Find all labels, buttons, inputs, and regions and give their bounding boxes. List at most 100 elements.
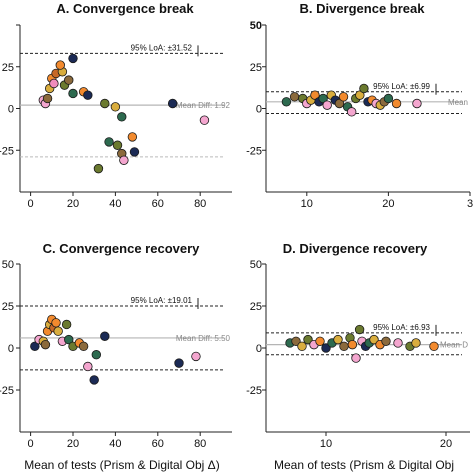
data-point bbox=[339, 341, 349, 352]
data-point bbox=[112, 140, 123, 150]
x-tick-label: 0 bbox=[28, 438, 34, 450]
y-tick-label: 25 bbox=[2, 301, 14, 313]
x-tick-label: 20 bbox=[67, 438, 79, 450]
panel-title: D. Divergence recovery bbox=[283, 241, 428, 256]
x-tick-label: 10 bbox=[301, 198, 313, 210]
data-point bbox=[100, 98, 110, 109]
x-tick-label: 20 bbox=[382, 198, 394, 210]
mean-diff-label: Mean bbox=[448, 98, 468, 107]
data-point bbox=[64, 75, 74, 85]
x-axis-label: Mean of tests (Prism & Digital Obj Δ) bbox=[24, 458, 219, 472]
y-tick-label: -25 bbox=[0, 385, 14, 397]
panel-title: B. Divergence break bbox=[299, 1, 425, 16]
x-tick-label: 10 bbox=[320, 438, 332, 450]
y-tick-label: 0 bbox=[8, 343, 14, 355]
data-point bbox=[359, 83, 369, 94]
data-point bbox=[100, 331, 110, 341]
panel-convergence-break: A. Convergence break 0 20 40 60 80 -25 0 25 95% … bbox=[0, 1, 232, 210]
data-point bbox=[321, 343, 331, 353]
data-point bbox=[104, 137, 114, 147]
data-point bbox=[381, 336, 391, 346]
x-tick-label: 20 bbox=[440, 438, 452, 450]
data-point bbox=[289, 92, 300, 102]
data-point bbox=[391, 98, 402, 109]
data-point bbox=[49, 78, 59, 89]
data-point bbox=[83, 361, 93, 372]
data-point bbox=[281, 97, 292, 107]
data-point bbox=[322, 100, 332, 110]
y-tick-label: 0 bbox=[256, 104, 262, 116]
y-tick-label: 25 bbox=[250, 62, 262, 74]
data-point bbox=[393, 338, 403, 348]
mean-diff-label: Mean D bbox=[440, 341, 468, 350]
data-point bbox=[89, 375, 99, 385]
y-tick-label: 50 bbox=[250, 259, 262, 271]
x-tick-label: 3 bbox=[467, 198, 473, 210]
data-point bbox=[68, 88, 78, 99]
panel-divergence-break: B. Divergence break 10 20 3 -25 0 25 50 95% LoA… bbox=[246, 1, 473, 210]
y-tick-label: 25 bbox=[250, 301, 262, 313]
data-point bbox=[30, 341, 40, 352]
data-point bbox=[167, 98, 178, 109]
data-point bbox=[334, 98, 345, 109]
x-tick-label: 40 bbox=[109, 198, 121, 210]
panel-title: C. Convergence recovery bbox=[43, 241, 201, 256]
data-point bbox=[291, 336, 301, 346]
data-point bbox=[55, 60, 65, 70]
data-point bbox=[51, 318, 61, 328]
data-point bbox=[83, 90, 93, 100]
x-tick-label: 60 bbox=[152, 198, 164, 210]
x-tick-label: 0 bbox=[28, 198, 34, 210]
data-point bbox=[40, 339, 51, 350]
y-tick-label: -25 bbox=[246, 145, 262, 157]
loa-label: 95% LoA: ±31.52 bbox=[131, 43, 193, 52]
data-point bbox=[318, 93, 328, 104]
data-point bbox=[346, 107, 357, 117]
data-point bbox=[315, 336, 325, 346]
panel-convergence-recovery: C. Convergence recovery 0 20 40 60 80 -25 0 25 5… bbox=[0, 241, 232, 472]
x-tick-label: 80 bbox=[194, 438, 206, 450]
y-tick-label: 50 bbox=[250, 20, 262, 32]
data-point bbox=[110, 102, 121, 112]
data-point bbox=[411, 338, 421, 348]
y-tick-label: 0 bbox=[8, 104, 14, 116]
data-point bbox=[119, 155, 129, 165]
data-point bbox=[91, 350, 102, 360]
data-point bbox=[174, 358, 184, 368]
y-tick-label: 0 bbox=[256, 343, 262, 355]
data-point bbox=[310, 90, 320, 100]
data-point bbox=[383, 93, 394, 104]
data-point bbox=[64, 334, 74, 345]
x-tick-label: 60 bbox=[152, 438, 164, 450]
data-point bbox=[355, 90, 365, 100]
data-point bbox=[129, 147, 140, 157]
data-point bbox=[117, 112, 127, 122]
data-point bbox=[53, 326, 63, 336]
data-point bbox=[199, 115, 210, 125]
loa-label: 95% LoA: ±19.01 bbox=[131, 296, 193, 305]
data-point bbox=[127, 132, 138, 142]
mean-diff-label: Mean Diff: 5.50 bbox=[176, 334, 231, 343]
loa-label: 95% LoA: ±6.93 bbox=[373, 323, 430, 332]
data-point bbox=[297, 341, 307, 352]
data-point bbox=[369, 334, 379, 345]
panel-title: A. Convergence break bbox=[56, 1, 194, 16]
y-tick-label: 50 bbox=[2, 259, 14, 271]
y-tick-label: 25 bbox=[2, 62, 14, 74]
x-tick-label: 40 bbox=[109, 438, 121, 450]
data-point bbox=[347, 339, 358, 350]
y-tick-label: -25 bbox=[0, 145, 14, 157]
data-point bbox=[429, 341, 439, 352]
x-tick-label: 80 bbox=[194, 198, 206, 210]
mean-diff-label: Mean Diff: 1.92 bbox=[176, 101, 231, 110]
data-point bbox=[354, 324, 365, 335]
loa-label: 95% LoA: ±6.99 bbox=[373, 82, 430, 91]
x-tick-label: 20 bbox=[67, 198, 79, 210]
data-point bbox=[338, 92, 349, 102]
data-point bbox=[412, 98, 422, 109]
data-point bbox=[351, 353, 361, 363]
y-tick-label: -25 bbox=[246, 385, 262, 397]
panel-divergence-recovery: D. Divergence recovery 10 20 -25 0 25 50 95% L… bbox=[246, 241, 470, 472]
data-point bbox=[303, 334, 313, 345]
